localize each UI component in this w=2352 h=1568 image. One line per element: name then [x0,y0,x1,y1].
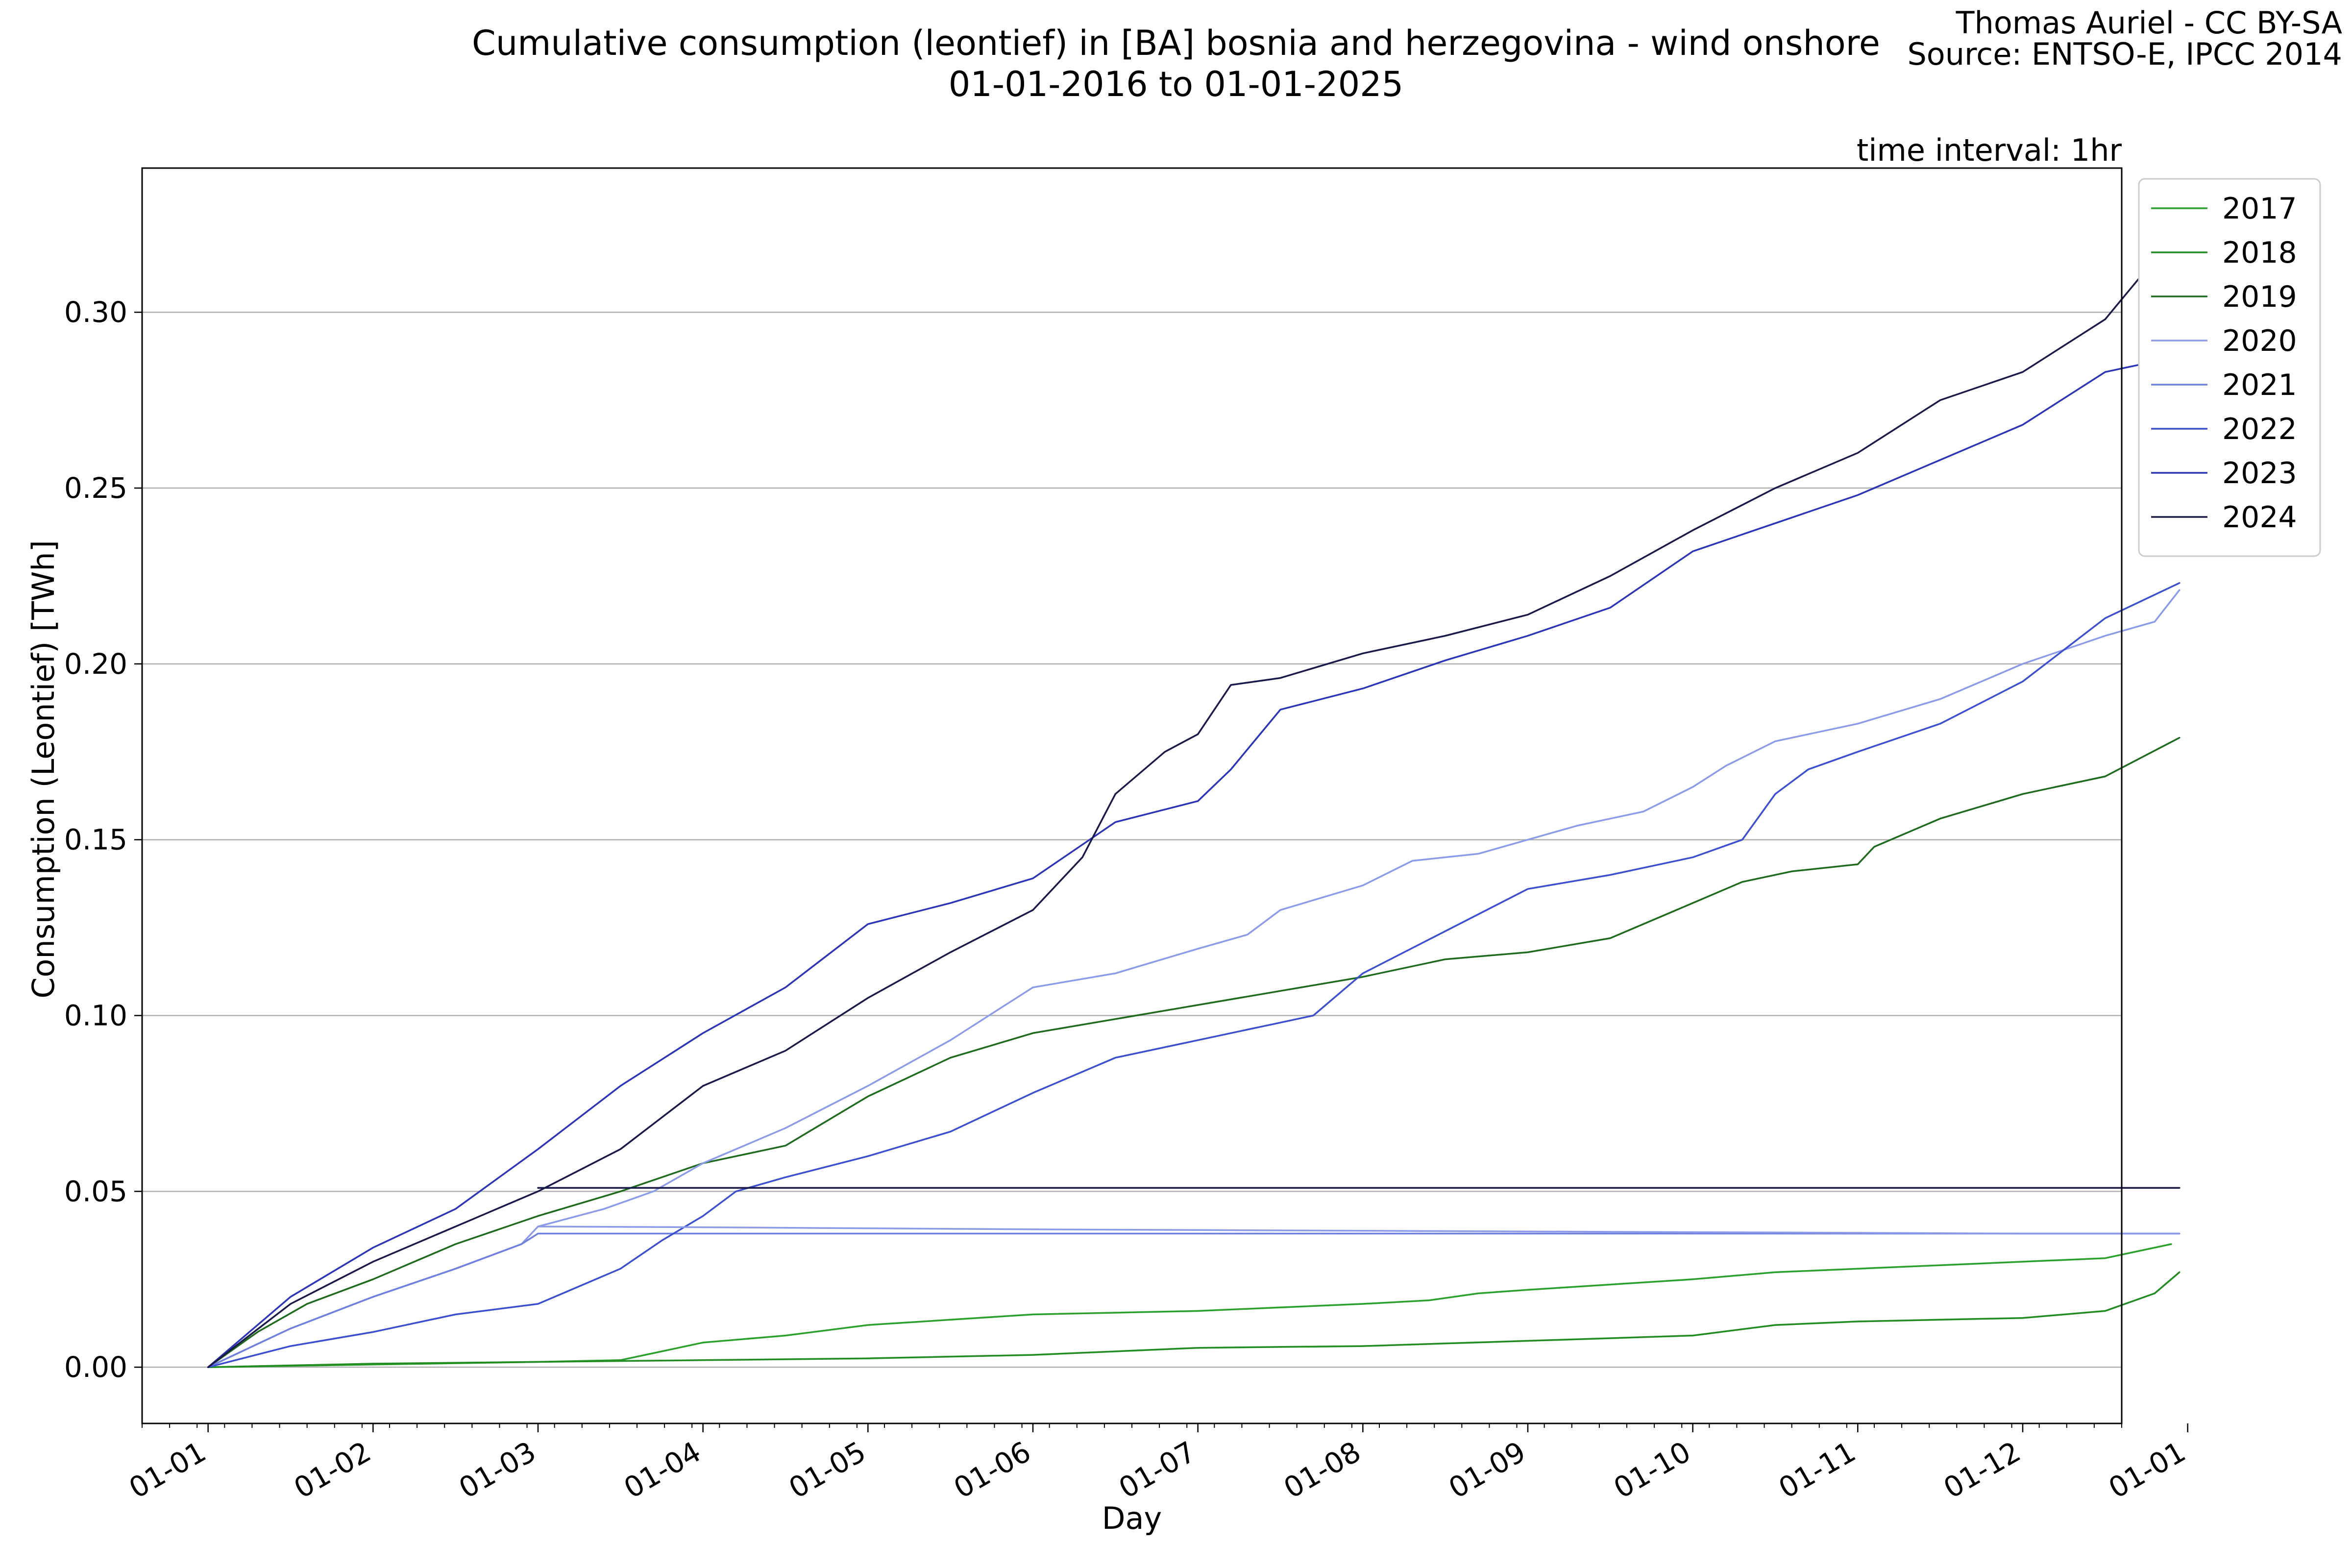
plot-frame [141,167,2123,1424]
y-tick-label: 0.10 [64,999,127,1032]
x-tick-label: 01-08 [1278,1435,1366,1505]
time-interval-note: time interval: 1hr [1857,132,2122,168]
series-line-2021 [207,1232,2180,1368]
x-tick-label: 01-05 [783,1435,871,1505]
series-line-2020 [207,589,2180,1368]
series-line-flat-9 [537,1225,2180,1235]
legend-label-2017: 2017 [2222,192,2297,226]
x-tick-label: 01-12 [1938,1435,2026,1505]
y-tick-label: 0.15 [64,823,127,857]
x-tick-label: 01-03 [453,1435,541,1505]
chart-subtitle: 01-01-2016 to 01-01-2025 [949,64,1403,104]
x-tick-label: 01-01 [123,1435,212,1505]
legend-box [2138,178,2321,557]
x-tick-label: 01-04 [618,1435,707,1505]
legend-label-2022: 2022 [2222,412,2297,446]
legend-label-2021: 2021 [2222,368,2297,402]
legend-label-2018: 2018 [2222,236,2297,270]
y-axis-label: Consumption (Leontief) [TWh] [25,540,61,999]
chart-title: Cumulative consumption (leontief) in [BA… [472,23,1880,63]
x-tick-label: 01-07 [1113,1435,1201,1505]
series-line-2022 [207,582,2180,1368]
series-line-2017 [207,1243,2172,1368]
x-tick-label: 01-02 [288,1435,376,1505]
source-credit: Source: ENTSO-E, IPCC 2014 [1907,36,2342,72]
y-tick-label: 0.20 [64,647,127,681]
legend-label-2020: 2020 [2222,324,2297,358]
series-line-2019 [207,736,2180,1368]
series-line-2018 [207,1271,2180,1368]
x-tick-label: 01-06 [948,1435,1036,1505]
y-tick-label: 0.30 [64,295,127,329]
legend-label-2024: 2024 [2222,500,2297,535]
author-credit: Thomas Auriel - CC BY-SA [1956,5,2342,41]
x-tick-label: 01-09 [1443,1435,1531,1505]
x-tick-label: 01-11 [1773,1435,1861,1505]
legend-label-2023: 2023 [2222,456,2297,490]
y-tick-label: 0.25 [64,471,127,505]
series-line-2024 [207,227,2180,1368]
y-tick-label: 0.05 [64,1175,127,1208]
series-line-2023 [207,339,2180,1368]
x-tick-label: 01-10 [1608,1435,1696,1505]
y-tick-label: 0.00 [64,1350,127,1384]
x-axis-label: Day [1102,1500,1162,1536]
x-tick-label: 01-01 [2103,1435,2191,1505]
legend-label-2019: 2019 [2222,280,2297,314]
